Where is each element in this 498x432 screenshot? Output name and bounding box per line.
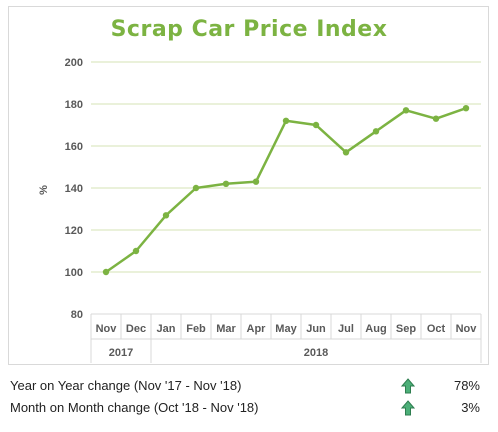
data-point	[312, 121, 320, 129]
x-tick-label: Dec	[126, 323, 146, 335]
x-tick-label: Jan	[157, 323, 176, 335]
data-point	[432, 115, 440, 122]
data-point	[342, 149, 350, 156]
x-tick-label: Feb	[186, 323, 206, 335]
data-point	[162, 212, 170, 219]
line-chart: Scrap Car Price Index % 80 100 120 140 160 18…	[38, 17, 482, 363]
y-tick-label: 100	[65, 267, 83, 279]
x-tick-label: Sep	[396, 323, 416, 335]
series-line	[105, 107, 467, 274]
x-tick-label: Nov	[96, 323, 118, 335]
y-tick-label: 80	[71, 309, 83, 321]
series-points	[102, 105, 470, 276]
year-label: 2017	[109, 347, 133, 359]
data-point	[252, 178, 260, 185]
stat-label: Month on Month change (Oct '18 - Nov '18…	[10, 400, 259, 415]
data-point	[192, 184, 200, 192]
x-tick-label: Apr	[247, 323, 267, 335]
data-point	[102, 268, 110, 276]
data-point	[402, 107, 410, 114]
x-tick-label: Jun	[306, 323, 326, 335]
x-tick-label: Mar	[216, 323, 236, 335]
series-line-path	[105, 107, 467, 274]
data-point	[282, 117, 290, 125]
y-axis-ticks: 80 100 120 140 160 180 200	[65, 57, 83, 321]
x-axis	[90, 313, 482, 363]
up-arrow-icon	[401, 400, 415, 416]
data-point	[462, 105, 470, 112]
chart-container: Scrap Car Price Index % 80 100 120 140 160 18…	[8, 6, 489, 365]
x-tick-label: Jul	[338, 323, 354, 335]
chart-title: Scrap Car Price Index	[111, 17, 388, 42]
data-point	[222, 180, 230, 187]
year-label: 2018	[304, 347, 328, 359]
x-axis-ticks: Nov Dec Jan Feb Mar Apr May Jun Jul Aug Sep Oct Nov	[96, 323, 478, 335]
x-tick-label: May	[275, 323, 297, 335]
year-group-labels: 2017 2018	[109, 347, 328, 359]
data-point	[132, 247, 140, 255]
stat-row-year-on-year: Year on Year change (Nov '17 - Nov '18) …	[10, 378, 490, 396]
stat-label: Year on Year change (Nov '17 - Nov '18)	[10, 378, 242, 393]
x-tick-label: Oct	[427, 323, 446, 335]
x-tick-label: Aug	[365, 323, 386, 335]
stat-value: 78%	[453, 378, 480, 393]
stat-row-month-on-month: Month on Month change (Oct '18 - Nov '18…	[10, 400, 490, 418]
y-tick-label: 180	[65, 99, 83, 111]
up-arrow-icon	[401, 378, 415, 394]
y-tick-label: 160	[65, 141, 83, 153]
data-point	[372, 128, 380, 135]
x-tick-label: Nov	[456, 323, 478, 335]
y-tick-label: 120	[65, 225, 83, 237]
y-tick-label: 200	[65, 57, 83, 69]
stat-value: 3%	[461, 400, 480, 415]
y-axis-label: %	[38, 185, 50, 195]
gridlines	[91, 61, 481, 273]
y-tick-label: 140	[65, 183, 83, 195]
